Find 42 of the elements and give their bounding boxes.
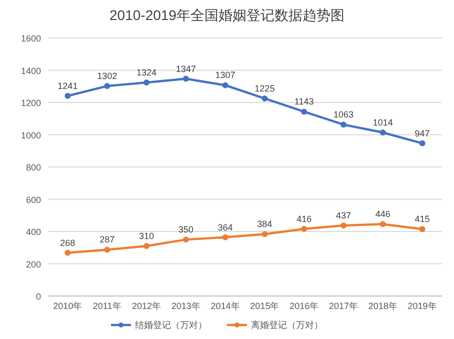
ytick: 1400 (20, 66, 41, 76)
xtick: 2015年 (250, 301, 280, 311)
ytick: 600 (26, 194, 41, 205)
data-label: 287 (100, 234, 115, 245)
ytick: 1200 (20, 98, 41, 108)
data-label: 1241 (58, 80, 78, 91)
data-label: 1307 (215, 70, 236, 80)
data-label: 350 (178, 224, 194, 235)
data-label: 1014 (372, 118, 393, 128)
xtick: 2019年 (408, 301, 437, 311)
xtick: 2017年 (328, 301, 358, 311)
data-label: 437 (336, 210, 352, 221)
xtick: 2010年 (53, 301, 82, 311)
title: 2010-2019年全国婚姻登记数据趋势图 (110, 7, 344, 23)
ytick: 400 (26, 227, 41, 237)
ytick: 200 (26, 259, 41, 270)
data-label: 268 (60, 238, 76, 248)
xtick: 2016年 (290, 301, 319, 311)
data-label: 1063 (333, 110, 354, 120)
ytick: 1600 (20, 34, 41, 44)
data-label: 947 (414, 128, 430, 138)
data-label: 1347 (176, 64, 196, 74)
legend-label: 结婚登记（万对） (135, 320, 207, 330)
ytick: 1000 (20, 130, 41, 140)
data-label: 416 (296, 214, 312, 224)
data-label: 1143 (294, 96, 314, 107)
xtick: 2012年 (132, 301, 162, 311)
xtick: 2014年 (210, 301, 240, 311)
data-label: 384 (257, 219, 272, 230)
data-label: 446 (375, 209, 390, 220)
data-label: 364 (218, 222, 233, 232)
ytick: 800 (26, 162, 41, 172)
ytick: 0 (36, 292, 41, 302)
data-label: 1225 (254, 83, 275, 94)
xtick: 2013年 (171, 301, 200, 311)
data-label: 1302 (97, 71, 118, 82)
legend-label: 离婚登记（万对） (251, 320, 323, 330)
data-label: 415 (414, 214, 430, 224)
data-label: 310 (138, 231, 154, 241)
data-label: 1324 (136, 68, 157, 78)
xtick: 2018年 (368, 301, 398, 311)
xtick: 2011年 (92, 301, 122, 311)
